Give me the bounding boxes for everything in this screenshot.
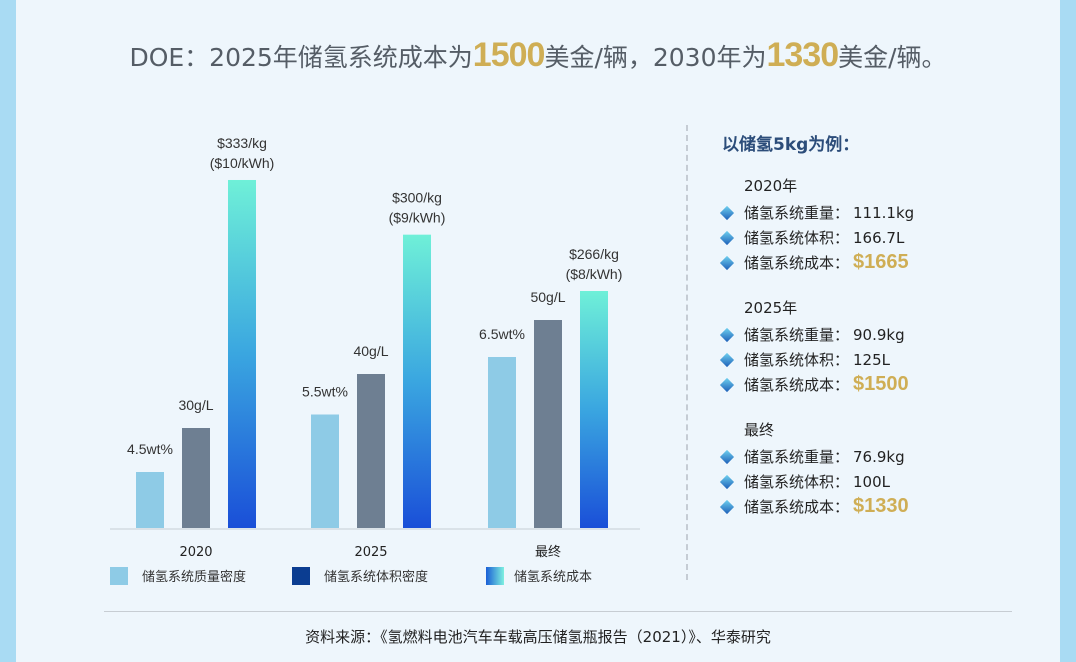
data-label: 5.5wt% — [302, 384, 348, 400]
row-value: 166.7L — [853, 228, 905, 247]
data-label: 4.5wt% — [127, 441, 173, 457]
data-label: 30g/L — [178, 397, 213, 413]
example-panel: 以储氢5kg为例： 2020年 储氢系统重量： 111.1kg 储氢系统体积： 166.… — [719, 130, 1020, 541]
row-value: 76.9kg — [853, 447, 905, 466]
row-key: 储氢系统成本： — [744, 254, 850, 272]
example-row: 储氢系统重量： 111.1kg — [719, 200, 1020, 225]
diamond-bullet-icon — [719, 255, 735, 270]
data-label: 50g/L — [530, 289, 565, 305]
row-key: 储氢系统体积： — [744, 229, 850, 247]
row-key: 储氢系统体积： — [744, 473, 850, 491]
bar-mass — [488, 357, 516, 528]
data-label: $300/kg — [392, 190, 442, 206]
bar-volume — [357, 374, 385, 528]
source-note: 资料来源：《氢燃料电池汽车车载高压储氢瓶报告（2021）》、华泰研究 — [305, 628, 771, 646]
example-row: 储氢系统体积： 125L — [719, 347, 1020, 372]
example-group: 最终 储氢系统重量： 76.9kg 储氢系统体积： 100L 储氢系统成本： $1330 — [719, 419, 1020, 519]
bar-cost — [580, 291, 608, 528]
diamond-bullet-icon — [719, 474, 735, 489]
example-heading: 以储氢5kg为例： — [722, 135, 860, 155]
row-key: 储氢系统成本： — [744, 376, 850, 394]
bar-volume — [534, 320, 562, 528]
data-sublabel: ($8/kWh) — [566, 266, 623, 282]
bar-chart: 4.5wt% 30g/L $333/kg ($10/kWh) 5.5wt% 40g/L $3… — [110, 135, 640, 585]
row-key: 储氢系统重量： — [744, 204, 850, 222]
legend-label-volume: 储氢系统体积密度 — [324, 569, 428, 585]
category-label: 2025 — [354, 545, 387, 560]
row-key: 储氢系统重量： — [744, 326, 850, 344]
example-row: 储氢系统重量： 90.9kg — [719, 322, 1020, 347]
diamond-bullet-icon — [719, 327, 735, 342]
data-label: 40g/L — [353, 343, 388, 359]
example-row: 储氢系统成本： $1500 — [719, 372, 1020, 397]
diamond-bullet-icon — [719, 352, 735, 367]
diamond-bullet-icon — [719, 377, 735, 392]
bar-cost — [228, 179, 256, 528]
bar-mass — [311, 414, 339, 528]
data-label: 6.5wt% — [479, 326, 525, 342]
data-sublabel: ($9/kWh) — [389, 210, 446, 226]
category-label: 2020 — [179, 545, 212, 560]
diamond-bullet-icon — [719, 230, 735, 245]
row-key: 储氢系统重量： — [744, 448, 850, 466]
example-group: 2020年 储氢系统重量： 111.1kg 储氢系统体积： 166.7L 储氢系统成本： $… — [719, 175, 1020, 275]
legend: 储氢系统质量密度 储氢系统体积密度 储氢系统成本 — [110, 567, 592, 585]
example-year: 最终 — [744, 421, 775, 439]
diamond-bullet-icon — [719, 205, 735, 220]
data-label: $333/kg — [217, 135, 267, 151]
legend-label-mass: 储氢系统质量密度 — [142, 569, 246, 585]
legend-swatch-mass — [110, 567, 128, 585]
diamond-bullet-icon — [719, 449, 735, 464]
data-sublabel: ($10/kWh) — [210, 155, 275, 171]
row-value: $1500 — [853, 373, 909, 395]
legend-swatch-volume — [292, 567, 310, 585]
row-value: 90.9kg — [853, 325, 905, 344]
example-year: 2025年 — [744, 299, 798, 317]
bar-cost — [403, 234, 431, 529]
bar-mass — [136, 472, 164, 528]
legend-swatch-cost — [486, 567, 504, 585]
row-value: 111.1kg — [853, 203, 915, 222]
row-value: $1665 — [853, 251, 909, 273]
page-title: DOE：2025年储氢系统成本为1500美金/辆，2030年为1330美金/辆。 — [129, 36, 947, 74]
example-row: 储氢系统成本： $1330 — [719, 494, 1020, 519]
divider-line — [104, 611, 1012, 612]
data-label: $266/kg — [569, 246, 619, 262]
example-row: 储氢系统重量： 76.9kg — [719, 444, 1020, 469]
row-value: 125L — [853, 350, 891, 369]
legend-label-cost: 储氢系统成本 — [514, 570, 592, 585]
example-year: 2020年 — [744, 177, 798, 195]
row-key: 储氢系统成本： — [744, 498, 850, 516]
example-group: 2025年 储氢系统重量： 90.9kg 储氢系统体积： 125L 储氢系统成本： $150… — [719, 297, 1020, 397]
example-row: 储氢系统成本： $1665 — [719, 250, 1020, 275]
diamond-bullet-icon — [719, 499, 735, 514]
row-value: 100L — [853, 472, 891, 491]
bar-volume — [182, 428, 210, 528]
dashed-divider — [686, 125, 688, 580]
row-value: $1330 — [853, 495, 909, 517]
category-label: 最终 — [535, 544, 561, 560]
example-row: 储氢系统体积： 166.7L — [719, 225, 1020, 250]
row-key: 储氢系统体积： — [744, 351, 850, 369]
example-row: 储氢系统体积： 100L — [719, 469, 1020, 494]
